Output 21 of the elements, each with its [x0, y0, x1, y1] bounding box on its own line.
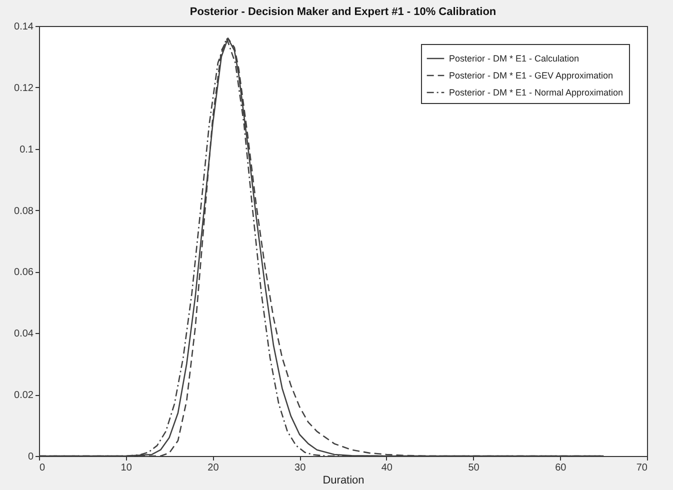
- y-tick-label: 0.14: [14, 22, 34, 32]
- x-tick-label: 30: [294, 462, 306, 474]
- x-tick-label: 40: [381, 462, 393, 474]
- chart-title: Posterior - Decision Maker and Expert #1 - 10% Calibration: [190, 6, 496, 18]
- y-tick-label: 0: [28, 452, 34, 462]
- x-tick-label: 0: [40, 462, 46, 474]
- x-tick-label: 50: [468, 462, 480, 474]
- y-tick-label: 0.12: [14, 82, 34, 94]
- legend-label: Posterior - DM * E1 - Normal Approximation: [449, 88, 624, 98]
- legend-label: Posterior - DM * E1 - Calculation: [449, 54, 580, 64]
- y-tick-label: 0.02: [14, 390, 34, 402]
- x-axis-title: Duration: [322, 474, 364, 486]
- y-tick-label: 0.1: [20, 144, 34, 156]
- y-tick-label: 0.08: [14, 206, 34, 217]
- y-tick-label: 0.06: [14, 267, 34, 278]
- x-tick-label: 60: [555, 462, 567, 474]
- x-tick-label: 20: [208, 462, 220, 474]
- x-tick-label: 10: [120, 462, 132, 474]
- legend-label: Posterior - DM * E1 - GEV Approximation: [449, 70, 614, 80]
- x-tick-label: 70: [636, 462, 648, 474]
- y-tick-label: 0.04: [14, 328, 34, 340]
